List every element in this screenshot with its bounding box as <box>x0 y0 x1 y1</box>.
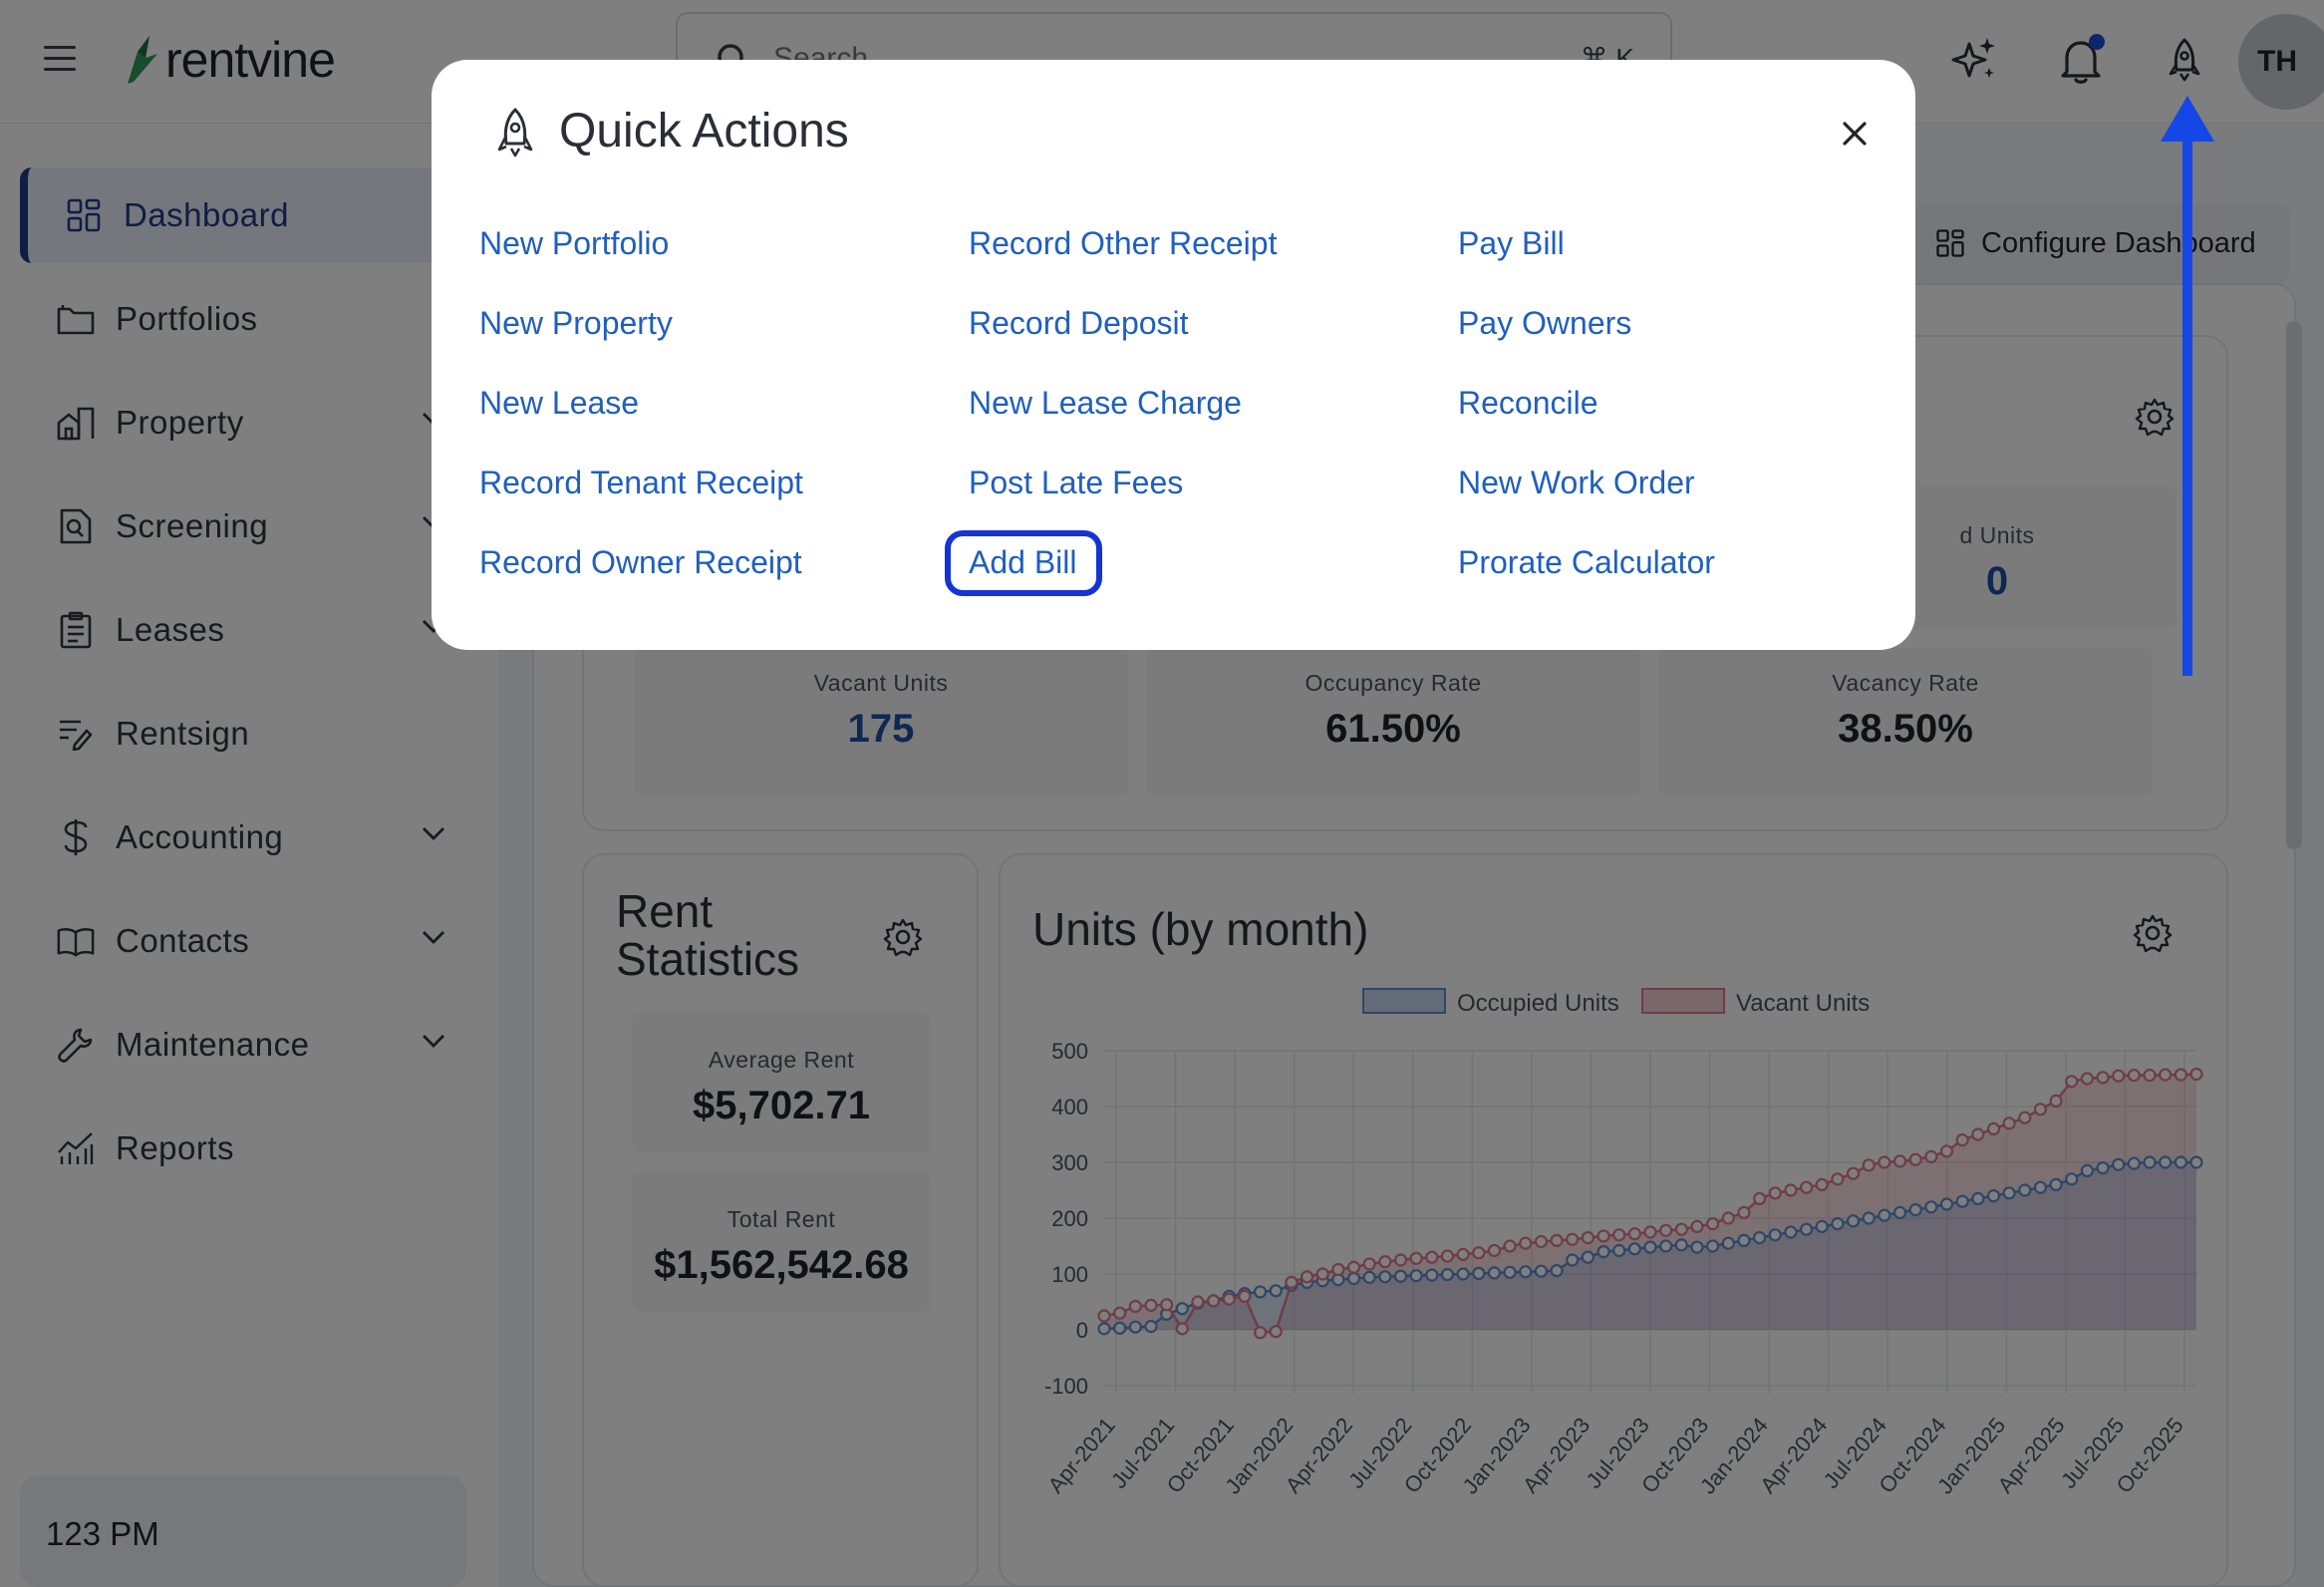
add-bill-link[interactable]: Add Bill <box>969 544 1077 580</box>
close-icon[interactable] <box>1835 114 1875 154</box>
reconcile-link[interactable]: Reconcile <box>1458 385 1598 421</box>
record-deposit-link[interactable]: Record Deposit <box>969 305 1189 341</box>
new-lease-charge-link[interactable]: New Lease Charge <box>969 385 1242 421</box>
rocket-icon <box>497 108 533 158</box>
record-owner-receipt-link[interactable]: Record Owner Receipt <box>479 544 802 580</box>
new-property-link[interactable]: New Property <box>479 305 673 341</box>
add-bill-highlight <box>945 530 1102 596</box>
prorate-calculator-link[interactable]: Prorate Calculator <box>1458 544 1715 580</box>
annotation-arrow <box>2182 130 2192 676</box>
pay-owners-link[interactable]: Pay Owners <box>1458 305 1632 341</box>
pay-bill-link[interactable]: Pay Bill <box>1458 225 1565 261</box>
record-tenant-receipt-link[interactable]: Record Tenant Receipt <box>479 465 803 500</box>
new-lease-link[interactable]: New Lease <box>479 385 640 421</box>
quick-actions-modal: Quick Actions New Portfolio New Property… <box>432 60 1915 650</box>
modal-title: Quick Actions <box>559 105 849 158</box>
new-work-order-link[interactable]: New Work Order <box>1458 465 1695 500</box>
record-other-receipt-link[interactable]: Record Other Receipt <box>969 225 1278 261</box>
new-portfolio-link[interactable]: New Portfolio <box>479 225 670 261</box>
post-late-fees-link[interactable]: Post Late Fees <box>969 465 1184 500</box>
